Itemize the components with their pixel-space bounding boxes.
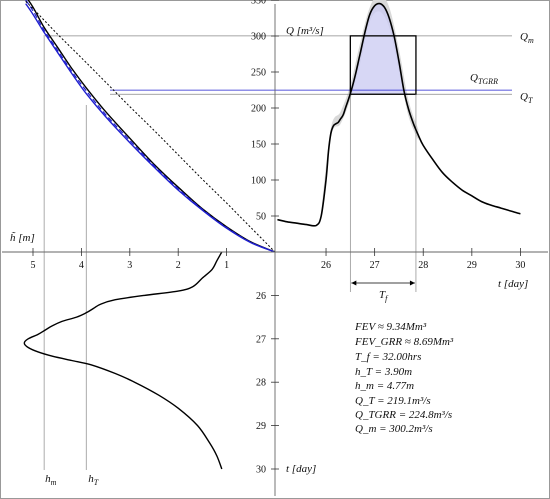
qtgrr-label: QTGRR [470,72,498,86]
htick-label-5: 5 [31,260,36,271]
stat-fev-grr: FEV_GRR ≈ 8.69Mm³ [354,336,454,348]
ytick-label-100: 100 [251,176,266,187]
stage-curve [23,251,223,470]
xtick-label-28: 28 [418,260,428,271]
ttick-label-28: 28 [256,378,266,389]
htick-label-3: 3 [127,260,132,271]
stats-block: FEV ≈ 9.34Mm³ FEV_GRR ≈ 8.69Mm³ T_f = 32… [354,321,454,435]
xtick-label-29: 29 [467,260,477,271]
ytick-label-200: 200 [251,104,266,115]
ttick-label-29: 29 [256,421,266,432]
ttick-label-30: 30 [256,465,266,476]
stat-qm: Q_m = 300.2m³/s [355,423,433,435]
ytick-label-350: 350 [251,0,266,7]
htick-label-2: 2 [176,260,181,271]
q-axis-label: Q [m³/s] [286,25,324,37]
hm-label: hm [45,473,57,487]
tf-label: Tf [379,289,389,303]
xtick-label-26: 26 [321,260,331,271]
ytick-label-300: 300 [251,32,266,43]
htick-label-1: 1 [224,260,229,271]
rating-curve-black-solid [27,0,276,253]
ttick-label-26: 26 [256,291,266,302]
stat-tf: T_f = 32.00hrs [355,351,421,363]
ht-label: hT [88,473,99,487]
t-bottom-axis-label: t [day] [286,463,316,475]
stat-qt: Q_T = 219.1m³/s [355,395,431,407]
layer-guides [43,35,512,470]
xtick-label-27: 27 [370,260,380,271]
hydrograph-curve [277,2,521,227]
stat-hm: h_m = 4.77m [355,380,414,392]
ytick-label-250: 250 [251,68,266,79]
qt-label: QT [520,91,533,105]
xtick-label-30: 30 [515,260,525,271]
tf-rectangle [349,35,417,95]
t-axis-label: t [day] [498,278,528,290]
tf-arrowhead-left [351,280,357,286]
stat-qtgrr: Q_TGRR = 224.8m³/s [355,409,452,421]
ytick-label-50: 50 [256,212,266,223]
stat-ht: h_T = 3.90m [355,366,412,378]
layer-fill [321,0,419,220]
rating-curve-black-dotted-linear [25,1,276,253]
layer-curves [23,0,521,470]
ytick-label-150: 150 [251,140,266,151]
tf-arrowhead-right [409,280,415,286]
layer-text: 2627282930501001502002503003506543212627… [10,0,534,487]
stat-fev: FEV ≈ 9.34Mm³ [354,321,427,333]
h-axis-label: h̃ [m] [10,231,35,244]
qm-label: Qm [520,31,534,45]
rating-curve-blue-solid [25,3,276,253]
ttick-label-27: 27 [256,334,266,345]
htick-label-4: 4 [79,260,84,271]
